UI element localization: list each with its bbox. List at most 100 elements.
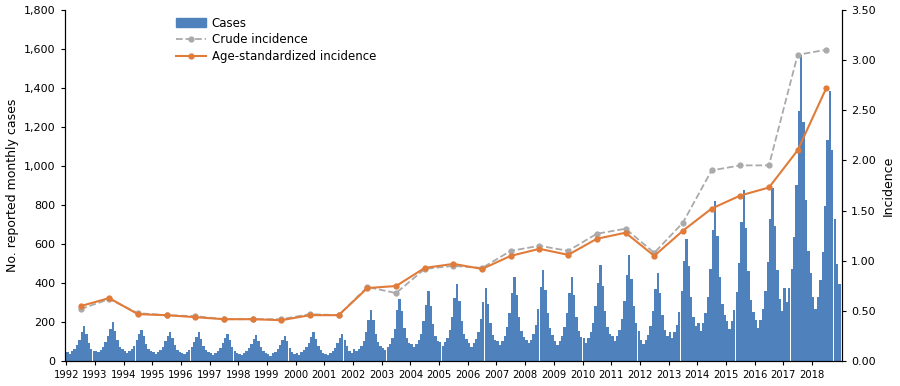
Bar [377, 342, 379, 361]
Bar [571, 277, 573, 361]
Bar [279, 345, 282, 361]
Bar [590, 332, 592, 361]
Bar [760, 320, 761, 361]
Bar [76, 345, 78, 361]
Bar [289, 348, 291, 361]
Bar [659, 293, 662, 361]
Bar [184, 354, 185, 361]
Bar [637, 331, 640, 361]
Bar [561, 335, 563, 361]
Bar [608, 334, 611, 361]
Bar [428, 291, 429, 361]
Bar [315, 339, 317, 361]
Bar [282, 340, 284, 361]
Bar [312, 332, 315, 361]
Bar [640, 340, 643, 361]
Bar [221, 343, 224, 361]
Bar [833, 219, 836, 361]
Bar [699, 330, 702, 361]
Bar [422, 321, 425, 361]
Bar [442, 346, 444, 361]
Bar [810, 273, 812, 361]
Bar [224, 338, 226, 361]
Bar [597, 283, 599, 361]
Bar [97, 352, 100, 361]
Bar [392, 339, 393, 361]
Bar [174, 345, 176, 361]
Bar [451, 317, 454, 361]
Bar [695, 326, 698, 361]
Bar [169, 332, 171, 361]
Bar [284, 336, 286, 361]
Bar [454, 298, 455, 361]
Bar [382, 348, 384, 361]
Bar [303, 350, 305, 361]
Bar [67, 352, 68, 361]
Bar [104, 342, 107, 361]
Bar [301, 352, 302, 361]
Bar [129, 351, 130, 361]
Bar [408, 344, 410, 361]
Bar [374, 334, 377, 361]
Bar [86, 334, 87, 361]
Bar [145, 344, 148, 361]
Bar [817, 297, 819, 361]
Bar [74, 349, 76, 361]
Bar [501, 341, 504, 361]
Bar [754, 320, 757, 361]
Bar [721, 303, 724, 361]
Bar [107, 336, 109, 361]
Bar [436, 341, 439, 361]
Bar [477, 332, 480, 361]
Bar [227, 334, 229, 361]
Bar [680, 291, 683, 361]
Bar [520, 331, 523, 361]
Bar [650, 326, 652, 361]
Bar [439, 342, 442, 361]
Bar [774, 226, 776, 361]
Bar [260, 347, 262, 361]
Bar [690, 297, 692, 361]
Bar [420, 334, 422, 361]
Bar [403, 328, 406, 361]
Bar [790, 269, 793, 361]
Bar [735, 292, 738, 361]
Bar [643, 344, 644, 361]
Bar [490, 323, 491, 361]
Bar [210, 353, 212, 361]
Bar [83, 326, 86, 361]
Bar [826, 140, 829, 361]
Bar [797, 111, 800, 361]
Bar [71, 350, 73, 361]
Bar [418, 340, 420, 361]
Bar [166, 336, 169, 361]
Bar [796, 185, 797, 361]
Bar [130, 349, 133, 361]
Bar [198, 332, 200, 361]
Bar [193, 342, 195, 361]
Bar [373, 320, 374, 361]
Bar [824, 206, 826, 361]
Bar [595, 306, 597, 361]
Bar [783, 288, 786, 361]
Bar [542, 270, 544, 361]
Bar [475, 339, 477, 361]
Bar [805, 200, 807, 361]
Bar [518, 317, 520, 361]
Bar [310, 337, 312, 361]
Bar [386, 347, 389, 361]
Bar [356, 351, 358, 361]
Bar [100, 350, 102, 361]
Bar [575, 317, 578, 361]
Bar [363, 341, 365, 361]
Bar [212, 355, 214, 361]
Bar [396, 310, 399, 361]
Bar [205, 350, 207, 361]
Bar [358, 349, 360, 361]
Bar [327, 355, 329, 361]
Bar [324, 354, 327, 361]
Bar [741, 222, 742, 361]
Bar [272, 354, 274, 361]
Bar [559, 341, 561, 361]
Bar [265, 354, 267, 361]
